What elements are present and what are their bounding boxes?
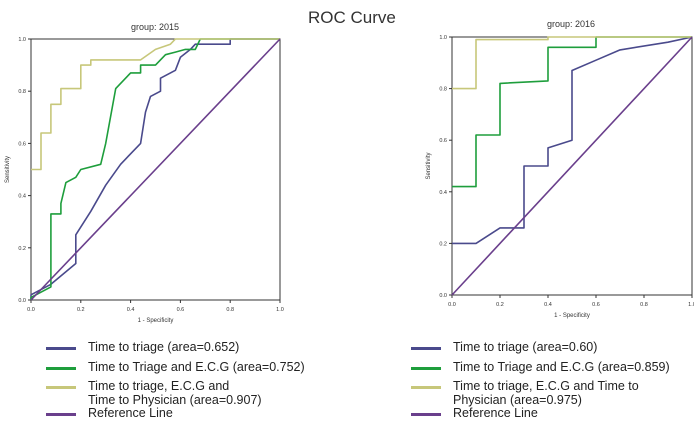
legend-label: Time to Triage and E.C.G (area=0.859) [453, 360, 670, 374]
y-tick-label: 0.0 [18, 298, 26, 304]
x-tick-label: 0.2 [77, 307, 85, 313]
legend-item: Time to triage, E.C.G and Time to Physic… [411, 379, 639, 407]
series-line-3 [30, 38, 281, 301]
x-tick-label: 0.8 [640, 302, 648, 308]
legend-swatch [46, 367, 76, 370]
y-tick-label: 0.6 [18, 141, 26, 147]
y-tick-label: 1.0 [18, 37, 26, 43]
x-tick-label: 0.4 [544, 302, 552, 308]
legend-item: Time to Triage and E.C.G (area=0.859) [411, 360, 670, 374]
legend-swatch [46, 386, 76, 389]
y-tick-label: 0.0 [439, 293, 447, 299]
x-tick-label: 0.2 [496, 302, 504, 308]
legend-swatch [46, 347, 76, 350]
y-tick-label: 0.2 [18, 246, 26, 252]
legend-item: Reference Line [411, 406, 538, 420]
legend-item: Reference Line [46, 406, 173, 420]
series-line-0 [452, 36, 693, 245]
legend-swatch [46, 413, 76, 416]
y-tick-label: 1.0 [439, 35, 447, 41]
legend-item: Time to Triage and E.C.G (area=0.752) [46, 360, 305, 374]
legend-item: Time to triage (area=0.60) [411, 340, 597, 354]
x-tick-label: 1.0 [688, 302, 694, 308]
series-line-2 [452, 36, 692, 90]
legend-label: Time to triage (area=0.652) [88, 340, 240, 354]
chart-title: group: 2015 [131, 22, 179, 32]
y-tick-label: 0.8 [439, 87, 447, 93]
page-title: ROC Curve [308, 8, 396, 27]
legend-swatch [411, 347, 441, 350]
y-axis-label: Sensitivity [5, 156, 11, 183]
x-axis-label: 1 - Specificity [138, 318, 174, 324]
y-tick-label: 0.2 [439, 241, 447, 247]
x-tick-label: 1.0 [276, 307, 284, 313]
legend-item: Time to triage, E.C.G and Time to Physic… [46, 379, 262, 407]
legend-label: Reference Line [88, 406, 173, 420]
plot-frame [30, 38, 281, 301]
legend-swatch [411, 386, 441, 389]
series-line-1 [30, 38, 280, 300]
x-tick-label: 0.0 [448, 302, 456, 308]
legend-label: Time to Triage and E.C.G (area=0.752) [88, 360, 305, 374]
plot-frame [451, 36, 693, 296]
legend-item: Time to triage (area=0.652) [46, 340, 239, 354]
legend-label: Time to triage, E.C.G and Time to Physic… [88, 379, 262, 407]
series-line-3 [451, 36, 693, 296]
legend-swatch [411, 413, 441, 416]
legend-label: Time to triage, E.C.G and Time to Physic… [453, 379, 639, 407]
y-tick-label: 0.4 [439, 190, 447, 196]
legend-label: Time to triage (area=0.60) [453, 340, 598, 354]
series-line-2 [31, 38, 280, 171]
x-tick-label: 0.8 [226, 307, 234, 313]
y-tick-label: 0.6 [439, 138, 447, 144]
x-axis-label: 1 - Specificity [554, 313, 590, 319]
x-tick-label: 0.0 [27, 307, 35, 313]
x-tick-label: 0.6 [592, 302, 600, 308]
legend-label: Reference Line [453, 406, 538, 420]
y-tick-label: 0.4 [18, 194, 26, 200]
legend-swatch [411, 367, 441, 370]
legend-2015: Time to triage (area=0.652) Time to Triag… [46, 340, 376, 422]
series-line-1 [452, 36, 692, 188]
y-axis-label: Sensitivity [426, 152, 432, 179]
chart-title: group: 2016 [547, 19, 595, 29]
series-line-0 [30, 38, 280, 300]
y-tick-label: 0.8 [18, 89, 26, 95]
x-tick-label: 0.6 [177, 307, 185, 313]
x-tick-label: 0.4 [127, 307, 135, 313]
legend-2016: Time to triage (area=0.60) Time to Triage… [411, 340, 694, 422]
